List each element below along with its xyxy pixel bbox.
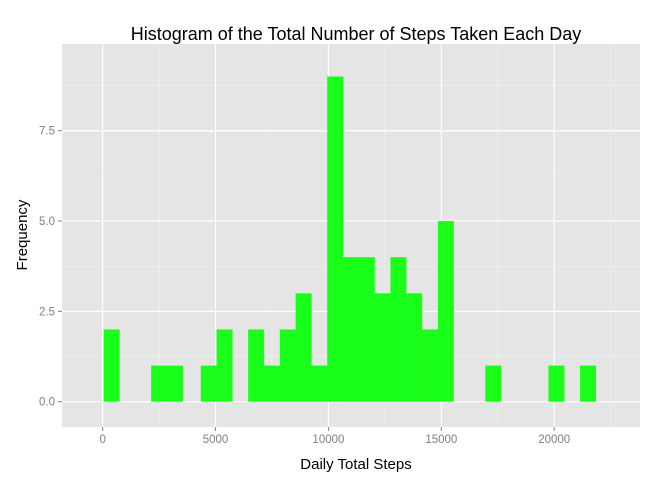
x-tick-label: 20000 (538, 434, 570, 446)
histogram-bar (151, 365, 168, 402)
x-axis-ticks: 0 5000 10000 15000 20000 (99, 427, 570, 446)
histogram-bar (548, 365, 565, 402)
histogram-bar (103, 329, 120, 402)
histogram-bar (358, 257, 375, 402)
histogram-bar (374, 293, 391, 402)
histogram-bar (485, 365, 502, 402)
histogram-bar (437, 221, 454, 402)
x-tick-label: 5000 (203, 434, 229, 446)
histogram-bar (216, 329, 233, 402)
histogram-bar (406, 293, 423, 402)
y-axis-ticks: 0.0 2.5 5.0 7.5 (39, 126, 62, 409)
histogram-bar (200, 365, 217, 402)
histogram-bar (343, 257, 359, 402)
histogram-bar (580, 365, 597, 402)
y-tick-label: 0.0 (39, 397, 55, 409)
histogram-bar (295, 293, 312, 402)
histogram-bars (103, 76, 597, 402)
histogram-bar (248, 329, 265, 402)
histogram-bar (311, 365, 328, 402)
x-tick-label: 15000 (425, 434, 457, 446)
chart-title: Histogram of the Total Number of Steps T… (131, 24, 582, 44)
y-tick-label: 5.0 (39, 216, 55, 228)
histogram-bar (263, 365, 280, 402)
histogram-bar (390, 257, 407, 402)
y-tick-label: 2.5 (39, 306, 55, 318)
x-tick-label: 0 (99, 434, 105, 446)
histogram-bar (327, 76, 344, 402)
histogram-bar (166, 365, 183, 402)
y-axis-title: Frequency (14, 199, 31, 270)
histogram-bar (279, 329, 296, 402)
x-tick-label: 10000 (312, 434, 344, 446)
y-tick-label: 7.5 (39, 126, 55, 138)
histogram-bar (422, 329, 439, 402)
x-axis-title: Daily Total Steps (300, 456, 411, 473)
